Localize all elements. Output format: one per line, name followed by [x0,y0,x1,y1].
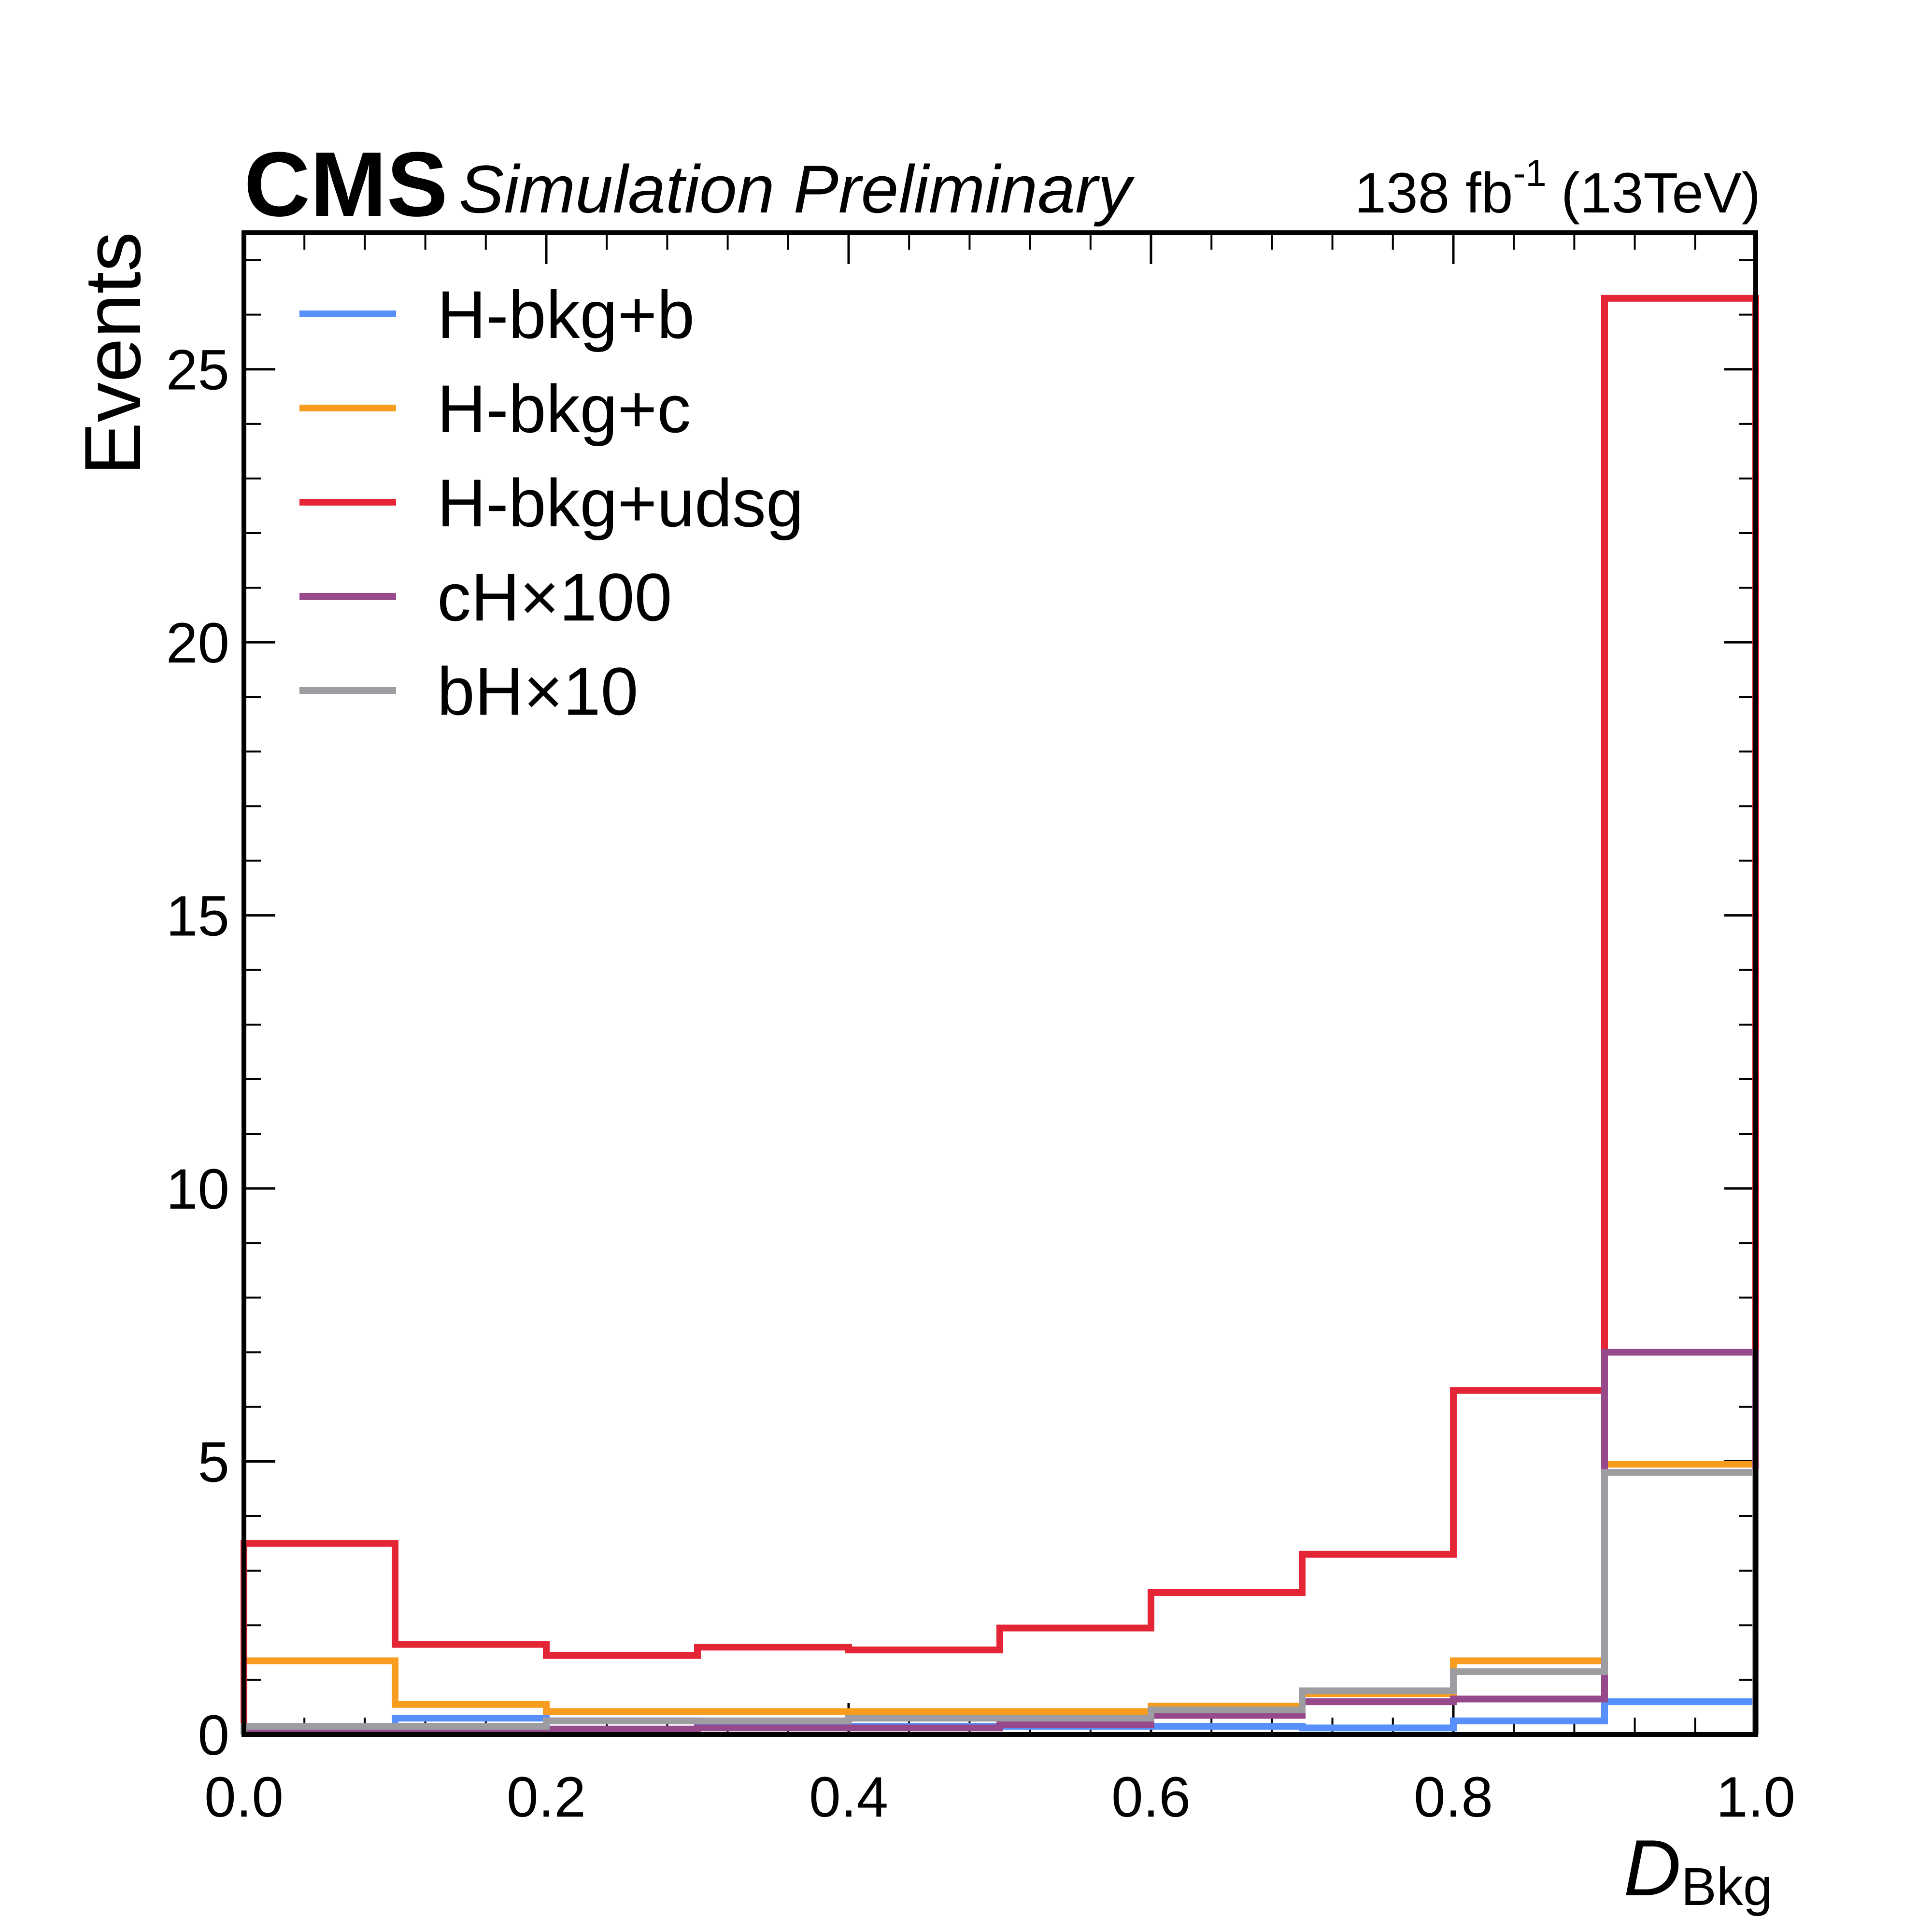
axis-tick-labels: 0.0 0.2 0.4 0.6 0.8 1.0 0 5 10 15 20 25 [166,338,1795,1829]
y-tick-label: 0 [198,1704,229,1767]
simulation-preliminary-label: Simulation Preliminary [459,151,1136,227]
legend-label: bH×10 [437,653,638,729]
x-tick-label: 0.6 [1111,1765,1191,1829]
y-tick-label: 5 [198,1431,229,1495]
legend-label: cH×100 [437,559,672,635]
y-tick-label: 10 [166,1157,229,1221]
x-tick-label: 0.0 [204,1765,284,1829]
y-axis-title: Events [68,232,157,475]
x-tick-label: 0.4 [809,1765,888,1829]
histogram-series [241,295,1759,1735]
y-tick-label: 25 [166,338,229,402]
x-axis-title: DBkg [1623,1823,1773,1917]
x-tick-label: 0.8 [1414,1765,1493,1829]
legend-label: H-bkg+b [437,277,695,353]
x-tick-label: 0.2 [507,1765,586,1829]
legend: H-bkg+b H-bkg+c H-bkg+udsg cH×100 bH×10 [299,277,804,729]
x-axis-title-main: D [1623,1823,1681,1912]
x-axis-title-sub: Bkg [1681,1857,1773,1917]
luminosity-value: 138 fb [1354,161,1513,225]
cms-label: CMS [244,133,448,236]
luminosity-label: 138 fb-1 (13TeV) [1354,152,1761,225]
plot-frame [242,230,1758,1737]
legend-label: H-bkg+c [437,371,691,447]
series-h-bkg-c-line [241,1461,1759,1735]
y-tick-label: 15 [166,885,229,948]
legend-label: H-bkg+udsg [437,465,804,541]
series-ch-100-line [241,1349,1759,1735]
axis-ticks [242,233,1757,1736]
series-bh-10-line [241,1469,1759,1735]
luminosity-exponent: -1 [1513,152,1546,194]
y-tick-label: 20 [166,611,229,675]
series-h-bkg-udsg-line [241,295,1759,1735]
energy-label: (13TeV) [1561,161,1761,225]
x-tick-label: 1.0 [1716,1765,1795,1829]
